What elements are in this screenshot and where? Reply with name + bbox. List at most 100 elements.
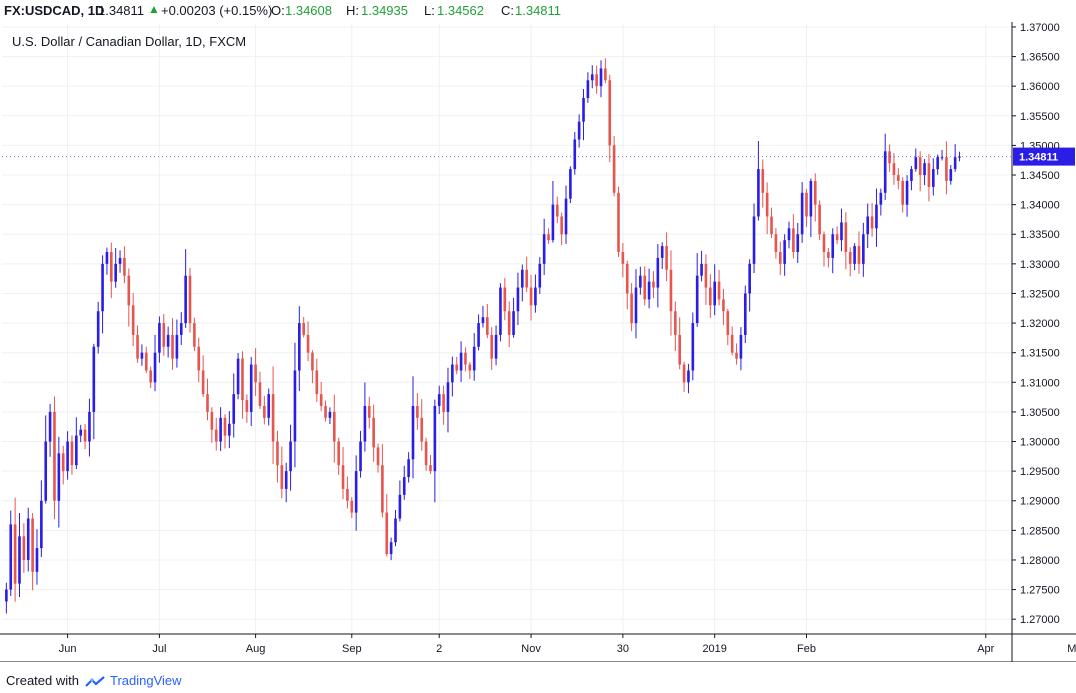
candle-down [416,405,419,418]
candlestick-chart[interactable]: 1.370001.365001.360001.355001.350001.345… [0,22,1076,662]
y-tick-label: 1.28000 [1020,555,1060,567]
candle-up [158,323,161,353]
candle-up [66,441,69,472]
candle-down [302,323,305,335]
candle-up [516,287,520,312]
candle-down [770,216,773,235]
candle-up [293,370,297,442]
candle-up [599,68,603,87]
candle-down [726,311,730,335]
candle-up [459,352,463,371]
candles [5,58,961,614]
candle-up [687,370,690,383]
candle-down [171,334,174,359]
candle-down [857,246,861,264]
candle-up [477,323,480,347]
candle-down [337,441,340,466]
last-price-tag [1013,147,1075,166]
candle-down [678,334,682,365]
y-tick-label: 1.33500 [1020,229,1060,241]
candle-up [905,180,909,205]
candle-down [83,429,87,442]
axes: 1.370001.365001.360001.355001.350001.345… [0,22,1076,662]
candle-down [525,269,528,288]
x-tick-label: 2019 [702,643,726,655]
candle-down [709,287,712,306]
candle-down [617,192,620,253]
candle-up [92,346,96,412]
candle-up [883,151,887,193]
candle-down [22,536,26,560]
candle-up [953,157,957,170]
candle-down [765,192,769,217]
candle-down [848,252,852,264]
candle-up [949,169,953,181]
candle-down [258,382,262,406]
candle-down [704,263,708,288]
candle-down [805,192,808,217]
candle-up [656,257,660,288]
candle-down [319,394,323,406]
candle-up [512,311,515,335]
candle-down [652,281,655,288]
candle-down [722,299,725,312]
x-tick-label: Jul [152,643,166,655]
candle-down [730,334,734,353]
footer-credit[interactable]: Created with TradingView [6,673,182,688]
candle-down [529,287,533,306]
candle-down [735,352,738,359]
candle-down [131,305,135,335]
candle-up [783,240,786,264]
candle-up [569,169,572,199]
close-label: C: [501,3,514,18]
candle-up [101,263,104,312]
candle-down [280,465,284,489]
x-tick-label: 30 [617,643,629,655]
candle-down [555,204,559,217]
candle-down [254,364,257,383]
y-tick-label: 1.30000 [1020,437,1060,449]
candle-up [219,417,222,442]
candle-down [420,417,424,442]
candle-down [621,252,625,264]
candle-down [332,411,336,442]
candle-down [945,157,948,181]
candle-down [201,370,205,395]
candle-down [827,252,830,258]
candle-up [647,281,651,300]
candle-up [402,477,406,495]
candle-up [451,364,454,383]
candle-up [407,459,410,478]
candle-down [367,405,371,418]
candle-up [494,334,498,359]
candle-down [197,346,201,371]
candle-up [695,275,699,324]
candle-down [486,317,489,335]
candle-down [674,311,677,335]
candle-down [503,287,507,312]
candle-down [311,352,314,371]
candle-down [13,524,17,584]
candle-down [206,394,209,412]
candle-up [328,411,332,418]
candle-up [232,394,236,424]
candle-down [682,364,686,383]
candle-down [901,180,905,205]
candle-up [446,382,450,412]
change-up-icon: ▲ [148,2,160,16]
low-value: 1.34562 [437,3,484,18]
candle-up [752,216,756,264]
chart-legend-title: U.S. Dollar / Canadian Dollar, 1D, FXCM [12,34,247,49]
symbol-label[interactable]: FX:USDCAD, 1D [4,3,105,18]
candle-down [643,275,647,300]
y-tick-label: 1.31500 [1020,348,1060,360]
y-tick-label: 1.27500 [1020,585,1060,597]
candle-up [481,317,485,324]
candle-down [490,334,494,359]
candle-up [472,346,476,371]
x-tick-label: Aug [246,643,266,655]
footer-prefix: Created with [6,673,79,688]
candle-down [381,465,384,513]
candle-up [153,352,157,383]
high-value: 1.34935 [361,3,408,18]
